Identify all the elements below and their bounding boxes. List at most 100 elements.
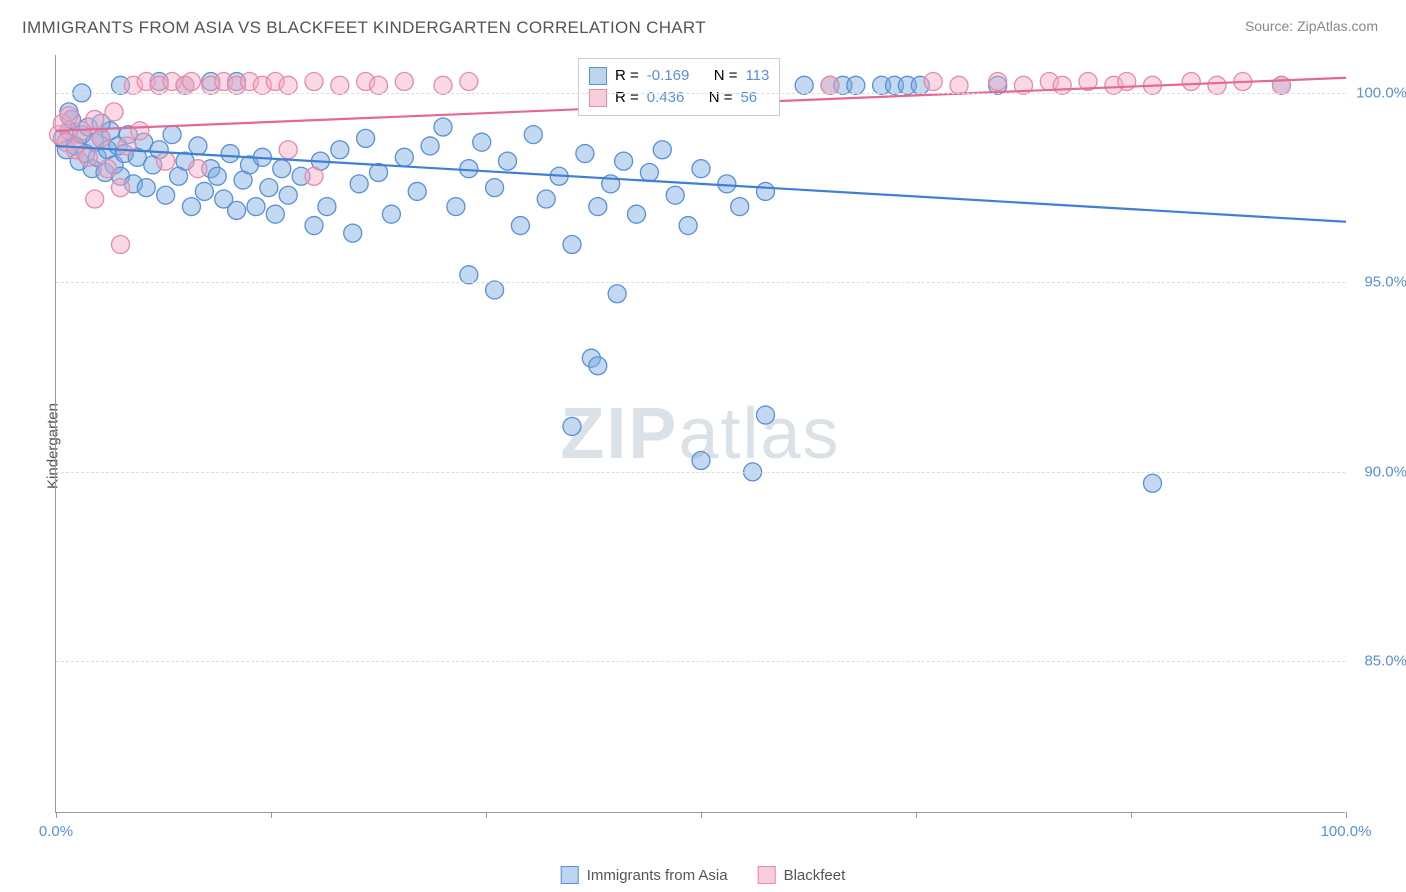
data-point xyxy=(563,417,581,435)
data-point xyxy=(679,217,697,235)
data-point xyxy=(1208,76,1226,94)
data-point xyxy=(421,137,439,155)
legend-swatch-icon xyxy=(561,866,579,884)
data-point xyxy=(486,179,504,197)
data-point xyxy=(473,133,491,151)
n-value-2: 56 xyxy=(740,87,757,109)
data-point xyxy=(266,205,284,223)
data-point xyxy=(279,76,297,94)
data-point xyxy=(821,76,839,94)
data-point xyxy=(318,198,336,216)
ytick-label: 100.0% xyxy=(1356,84,1406,101)
data-point xyxy=(795,76,813,94)
gridline xyxy=(56,472,1345,473)
data-point xyxy=(305,167,323,185)
chart-title: IMMIGRANTS FROM ASIA VS BLACKFEET KINDER… xyxy=(22,18,706,38)
n-label: N = xyxy=(709,87,733,109)
data-point xyxy=(247,198,265,216)
data-point xyxy=(279,141,297,159)
data-point xyxy=(260,179,278,197)
data-point xyxy=(112,179,130,197)
data-point xyxy=(157,186,175,204)
data-point xyxy=(112,236,130,254)
data-point xyxy=(189,160,207,178)
data-point xyxy=(486,281,504,299)
r-label: R = xyxy=(615,65,639,87)
data-point xyxy=(182,73,200,91)
legend-label-2: Blackfeet xyxy=(784,867,846,884)
data-point xyxy=(86,110,104,128)
data-point xyxy=(331,141,349,159)
data-point xyxy=(653,141,671,159)
r-value-1: -0.169 xyxy=(647,65,690,87)
xtick xyxy=(1131,812,1132,818)
data-point xyxy=(137,179,155,197)
legend-item-2: Blackfeet xyxy=(758,866,846,884)
data-point xyxy=(989,73,1007,91)
data-point xyxy=(370,76,388,94)
data-point xyxy=(511,217,529,235)
data-point xyxy=(86,190,104,208)
data-point xyxy=(118,137,136,155)
data-point xyxy=(924,73,942,91)
data-point xyxy=(524,126,542,144)
data-point xyxy=(221,145,239,163)
data-point xyxy=(847,76,865,94)
series-legend: Immigrants from Asia Blackfeet xyxy=(561,866,846,884)
gridline xyxy=(56,282,1345,283)
data-point xyxy=(628,205,646,223)
ytick-label: 95.0% xyxy=(1364,274,1406,291)
data-point xyxy=(447,198,465,216)
ytick-label: 85.0% xyxy=(1364,653,1406,670)
data-point xyxy=(395,148,413,166)
data-point xyxy=(195,182,213,200)
legend-label-1: Immigrants from Asia xyxy=(587,867,728,884)
data-point xyxy=(60,107,78,125)
source-label: Source: ZipAtlas.com xyxy=(1245,18,1378,34)
xtick xyxy=(486,812,487,818)
correlation-legend: R = -0.169 N = 113 R = 0.436 N = 56 xyxy=(578,58,780,116)
legend-item-1: Immigrants from Asia xyxy=(561,866,728,884)
r-value-2: 0.436 xyxy=(647,87,685,109)
data-point xyxy=(434,76,452,94)
data-point xyxy=(105,103,123,121)
data-point xyxy=(305,217,323,235)
n-value-1: 113 xyxy=(745,65,769,87)
data-point xyxy=(589,357,607,375)
gridline xyxy=(56,93,1345,94)
data-point xyxy=(692,160,710,178)
r-label: R = xyxy=(615,87,639,109)
n-label: N = xyxy=(714,65,738,87)
legend-row-2: R = 0.436 N = 56 xyxy=(589,87,769,109)
scatter-svg xyxy=(56,55,1345,812)
data-point xyxy=(163,126,181,144)
data-point xyxy=(382,205,400,223)
data-point xyxy=(460,160,478,178)
data-point xyxy=(757,406,775,424)
legend-row-1: R = -0.169 N = 113 xyxy=(589,65,769,87)
data-point xyxy=(331,76,349,94)
legend-swatch-icon xyxy=(758,866,776,884)
data-point xyxy=(92,129,110,147)
legend-swatch-2 xyxy=(589,89,607,107)
data-point xyxy=(357,129,375,147)
xtick xyxy=(56,812,57,818)
data-point xyxy=(640,163,658,181)
data-point xyxy=(608,285,626,303)
data-point xyxy=(499,152,517,170)
data-point xyxy=(460,266,478,284)
gridline xyxy=(56,661,1345,662)
data-point xyxy=(434,118,452,136)
data-point xyxy=(757,182,775,200)
data-point xyxy=(305,73,323,91)
xtick xyxy=(701,812,702,818)
data-point xyxy=(1273,76,1291,94)
data-point xyxy=(79,148,97,166)
data-point xyxy=(589,198,607,216)
xtick-label: 0.0% xyxy=(39,823,73,840)
data-point xyxy=(350,175,368,193)
data-point xyxy=(157,152,175,170)
data-point xyxy=(189,137,207,155)
data-point xyxy=(731,198,749,216)
legend-swatch-1 xyxy=(589,67,607,85)
